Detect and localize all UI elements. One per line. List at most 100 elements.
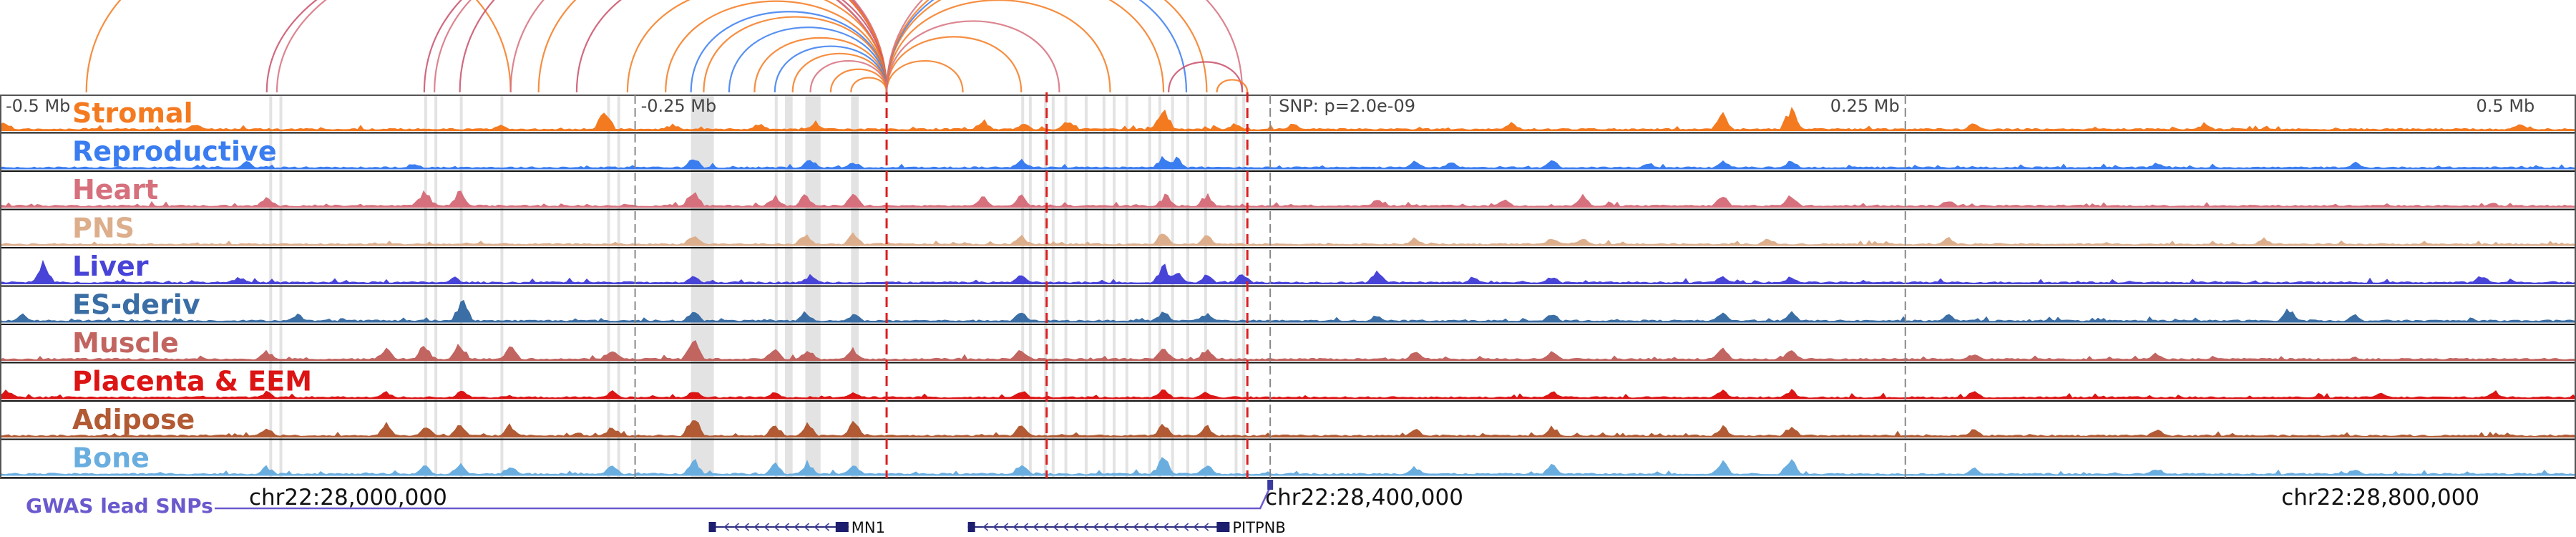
loop-arc (885, 36, 1023, 93)
loop-arc (774, 45, 888, 93)
strand-arrow (1163, 523, 1169, 531)
strand-arrow (1083, 523, 1089, 531)
track-label-bone: Bone (72, 442, 150, 474)
strand-arrow (794, 523, 800, 531)
loop-arc (459, 0, 888, 93)
track-label-liver: Liver (72, 251, 149, 282)
strand-arrow (982, 523, 989, 531)
loop-arc (537, 0, 888, 93)
strand-arrow (784, 523, 790, 531)
strand-arrow (1033, 523, 1039, 531)
signal-track-bone (0, 457, 2576, 476)
loop-arc (509, 0, 888, 93)
strand-arrow (1073, 523, 1079, 531)
signal-track-heart (0, 190, 2576, 208)
track-label-pns: PNS (72, 213, 135, 244)
coordinate-label: chr22:28,400,000 (1265, 485, 1463, 511)
ruler-tick-label: 0.5 Mb (2477, 96, 2535, 116)
strand-arrow (1103, 523, 1109, 531)
chromatin-loop-arcs (85, 0, 1249, 93)
loop-arc (85, 0, 512, 93)
strand-arrow (1183, 523, 1189, 531)
ruler-center-label: SNP: p=2.0e-09 (1279, 96, 1415, 116)
track-label-stromal: Stromal (72, 97, 193, 129)
loop-arc (885, 0, 1111, 93)
loop-arc (885, 0, 1244, 93)
strand-arrow (804, 523, 810, 531)
strand-arrow (1093, 523, 1099, 531)
strand-arrow (753, 523, 760, 531)
signal-track-es-deriv (0, 299, 2576, 323)
loop-arc (885, 60, 964, 93)
ruler-tick-label: -0.25 Mb (641, 96, 717, 116)
dashed-marker-lines (634, 92, 1906, 478)
loop-arc (703, 16, 888, 93)
gwas-snp-link (215, 486, 1272, 510)
loop-arc (885, 20, 1060, 93)
loop-arc (885, 0, 1208, 93)
loop-arc (885, 0, 1188, 93)
gene-exon (708, 522, 716, 532)
signal-track-reproductive (0, 155, 2576, 170)
loop-arc (626, 0, 888, 93)
strand-arrow (1143, 523, 1149, 531)
signal-track-placenta-eem (0, 389, 2576, 400)
strand-arrow (1133, 523, 1139, 531)
signal-track-liver (0, 259, 2576, 284)
strand-arrow (1153, 523, 1159, 531)
signal-track-adipose (0, 420, 2576, 437)
strand-arrow (992, 523, 999, 531)
tracks-frame (0, 95, 2576, 479)
gene-name: PITPNB (1232, 519, 1285, 536)
loop-arc (275, 0, 888, 93)
strand-arrow (1053, 523, 1059, 531)
track-label-reproductive: Reproductive (72, 136, 277, 168)
gene-name: MN1 (852, 519, 885, 536)
strand-arrow (1203, 523, 1209, 531)
loop-arc (850, 77, 888, 93)
loop-arc (728, 26, 888, 93)
loop-arc (1216, 79, 1249, 93)
coordinate-label: chr22:28,000,000 (249, 485, 447, 511)
ruler-tick-label: -0.5 Mb (6, 96, 70, 116)
loop-arc (809, 60, 888, 93)
coordinates-and-genes: chr22:28,000,000 chr22:28,400,000 chr22:28… (26, 480, 2479, 536)
strand-arrow (733, 523, 740, 531)
strand-arrow (814, 523, 820, 531)
ruler-tick-label: 0.25 Mb (1830, 96, 1900, 116)
gwas-snp-marker (1267, 480, 1274, 490)
loop-arc (665, 0, 888, 93)
loop-arc (829, 68, 888, 93)
signal-track-pns (0, 232, 2576, 246)
gene-exon (967, 522, 975, 532)
track-label-heart: Heart (72, 174, 158, 205)
track-label-muscle: Muscle (72, 327, 179, 359)
strand-arrow (723, 523, 730, 531)
strand-arrow (1193, 523, 1199, 531)
strand-arrow (743, 523, 750, 531)
loop-arc (575, 0, 888, 93)
track-labels: Stromal Reproductive Heart PNS Liver ES-deriv… (72, 97, 312, 474)
tissue-tracks (0, 95, 2576, 479)
track-label-placenta-eem: Placenta & EEM (72, 366, 312, 397)
signal-track-muscle (0, 339, 2576, 361)
gene-exon (1216, 522, 1230, 532)
loop-arc (791, 52, 888, 93)
strand-arrow (1013, 523, 1019, 531)
strand-arrow (1113, 523, 1119, 531)
signal-track-stromal (0, 107, 2576, 131)
strand-arrow (824, 523, 830, 531)
loop-arc (1168, 61, 1244, 93)
strand-arrow (1063, 523, 1069, 531)
track-label-es-deriv: ES-deriv (72, 289, 200, 321)
gwas-track-label: GWAS lead SNPs (26, 494, 213, 518)
strand-arrow (1173, 523, 1179, 531)
strand-arrow (1002, 523, 1009, 531)
strand-arrow (1043, 523, 1049, 531)
loop-arc (423, 0, 888, 93)
loop-arc (885, 0, 1165, 93)
strand-arrow (774, 523, 780, 531)
strand-arrow (1123, 523, 1129, 531)
distance-ruler: -0.5 Mb -0.25 Mb 0.25 Mb 0.5 Mb SNP: p=2.0e-… (6, 96, 2534, 116)
